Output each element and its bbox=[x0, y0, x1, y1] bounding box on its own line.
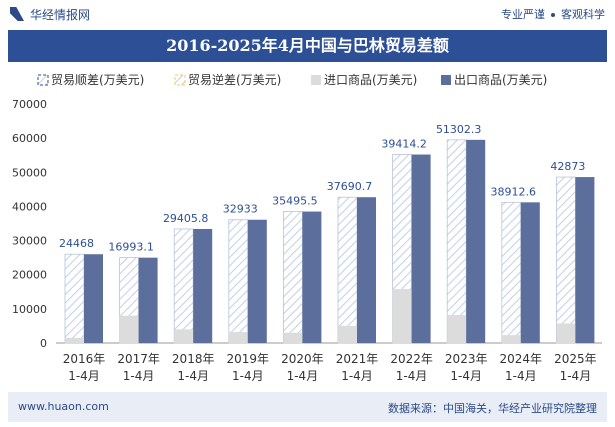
title-bar: 2016-2025年4月中国与巴林贸易差额 bbox=[8, 30, 607, 62]
surplus-bar bbox=[556, 176, 576, 344]
export-bar bbox=[575, 177, 595, 343]
surplus-bar bbox=[446, 139, 467, 344]
y-tick-label: 0 bbox=[40, 337, 47, 350]
import-bar bbox=[338, 325, 357, 343]
y-tick-label: 70000 bbox=[12, 98, 47, 111]
import-bar bbox=[501, 335, 521, 343]
legend-swatch-3 bbox=[441, 75, 451, 85]
export-bar bbox=[193, 228, 213, 343]
x-tick-label: 1-4月 bbox=[123, 369, 155, 383]
data-label: 24468 bbox=[59, 237, 94, 250]
x-tick-label: 1-4月 bbox=[68, 369, 100, 383]
legend-swatch-1 bbox=[174, 74, 186, 86]
x-tick-label: 2017年 bbox=[117, 352, 160, 366]
brand-name: 华经情报网 bbox=[30, 8, 91, 22]
footer: www.huaon.com 数据来源：中国海关，华经产业研究院整理 bbox=[8, 392, 607, 422]
y-tick-label: 40000 bbox=[12, 200, 47, 213]
data-label: 37690.7 bbox=[327, 180, 373, 193]
data-label: 16993.1 bbox=[108, 241, 154, 254]
slogan: 专业严谨 客观科学 bbox=[501, 6, 605, 22]
export-bar bbox=[520, 202, 540, 343]
x-tick-label: 2021年 bbox=[336, 352, 379, 366]
x-tick-label: 1-4月 bbox=[450, 369, 482, 383]
x-tick-label: 1-4月 bbox=[287, 369, 319, 383]
x-tick-label: 1-4月 bbox=[396, 369, 428, 383]
data-label: 35495.5 bbox=[272, 195, 318, 208]
y-tick-label: 60000 bbox=[12, 132, 47, 145]
x-tick-label: 1-4月 bbox=[177, 369, 209, 383]
x-tick-label: 2023年 bbox=[445, 352, 488, 366]
import-bar bbox=[556, 323, 576, 343]
import-bar bbox=[283, 332, 303, 343]
data-label: 39414.2 bbox=[381, 138, 427, 151]
x-tick-label: 1-4月 bbox=[232, 369, 264, 383]
data-label: 32933 bbox=[223, 203, 258, 216]
surplus-bar bbox=[173, 228, 194, 344]
import-bar bbox=[392, 289, 412, 343]
x-tick-label: 2025年 bbox=[554, 352, 597, 366]
separator-dot-icon bbox=[551, 13, 555, 17]
slogan-left: 专业严谨 bbox=[501, 8, 545, 21]
data-label: 42873 bbox=[550, 160, 585, 173]
logo-icon bbox=[10, 7, 24, 21]
legend-swatch-2 bbox=[311, 75, 321, 85]
export-bar bbox=[84, 254, 103, 343]
chart-title: 2016-2025年4月中国与巴林贸易差额 bbox=[166, 36, 449, 55]
slogan-right: 客观科学 bbox=[561, 8, 605, 21]
legend: 贸易顺差(万美元) 贸易逆差(万美元) 进口商品(万美元) 出口商品(万美元) bbox=[37, 72, 547, 87]
data-source: 数据来源：中国海关，华经产业研究院整理 bbox=[388, 402, 597, 415]
export-bar bbox=[302, 211, 322, 343]
top-bar: 华经情报网 专业严谨 客观科学 bbox=[0, 0, 615, 28]
export-bar bbox=[466, 139, 486, 343]
data-label: 38912.6 bbox=[491, 185, 537, 198]
footer-url: www.huaon.com bbox=[18, 400, 109, 413]
export-bar bbox=[357, 197, 376, 343]
import-bar bbox=[119, 315, 139, 343]
data-label: 51302.3 bbox=[436, 123, 482, 136]
legend-label-0: 贸易顺差(万美元) bbox=[51, 73, 144, 87]
data-label: 29405.8 bbox=[163, 212, 209, 225]
x-tick-label: 1-4月 bbox=[505, 369, 537, 383]
export-bar bbox=[138, 257, 158, 343]
x-tick-label: 1-4月 bbox=[560, 369, 592, 383]
x-tick-label: 2022年 bbox=[390, 352, 433, 366]
legend-swatch-0 bbox=[37, 74, 49, 86]
x-tick-label: 1-4月 bbox=[341, 369, 373, 383]
surplus-bar bbox=[228, 219, 249, 344]
x-tick-label: 2024年 bbox=[500, 352, 543, 366]
surplus-bar bbox=[337, 196, 358, 344]
x-tick-label: 2016年 bbox=[63, 352, 106, 366]
import-bar bbox=[65, 337, 84, 343]
legend-label-3: 出口商品(万美元) bbox=[454, 72, 547, 87]
export-bar bbox=[411, 154, 431, 343]
import-bar bbox=[174, 329, 194, 343]
export-bar bbox=[247, 219, 267, 343]
import-bar bbox=[447, 315, 467, 343]
import-bar bbox=[228, 332, 248, 343]
x-tick-label: 2020年 bbox=[281, 352, 324, 366]
y-tick-label: 10000 bbox=[12, 303, 47, 316]
x-axis: 2016年 1-4月 2017年 1-4月 2018年 1-4月 2019年 1-4月 2020… bbox=[63, 352, 597, 383]
bars: 24468 16993.1 29405.8 32933 35495.5 37690.7 39… bbox=[59, 123, 595, 344]
x-tick-label: 2019年 bbox=[227, 352, 270, 366]
legend-label-2: 进口商品(万美元) bbox=[324, 72, 417, 87]
x-tick-label: 2018年 bbox=[172, 352, 215, 366]
surplus-bar bbox=[282, 211, 303, 344]
legend-label-1: 贸易逆差(万美元) bbox=[188, 72, 281, 87]
y-tick-label: 20000 bbox=[12, 269, 47, 282]
bar-chart: 贸易顺差(万美元) 贸易逆差(万美元) 进口商品(万美元) 出口商品(万美元) 0 10… bbox=[12, 72, 602, 383]
surplus-bar bbox=[64, 253, 85, 344]
y-tick-label: 30000 bbox=[12, 235, 47, 248]
surplus-bar bbox=[501, 201, 522, 344]
y-tick-label: 50000 bbox=[12, 166, 47, 179]
